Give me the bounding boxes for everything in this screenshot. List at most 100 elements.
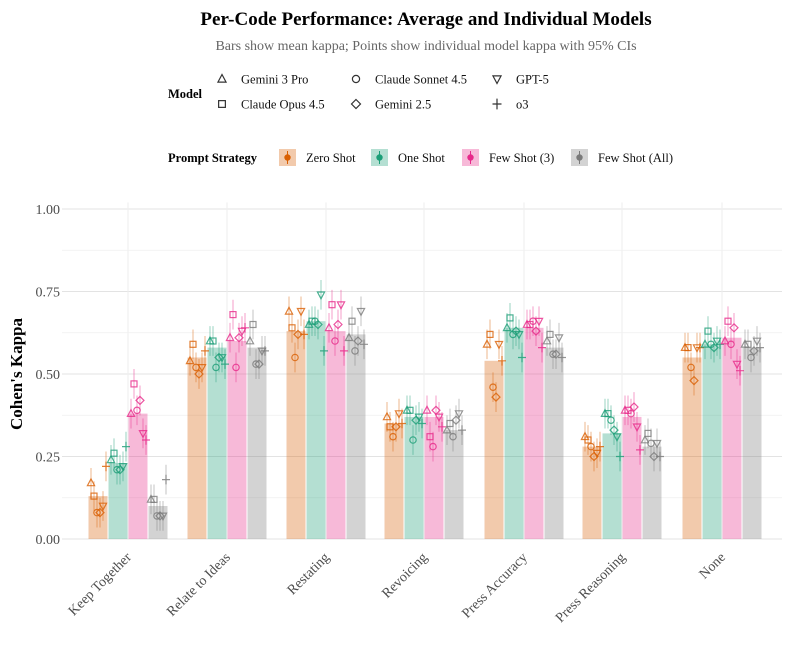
bar xyxy=(384,423,404,539)
model-point xyxy=(232,363,240,372)
model-point xyxy=(214,352,224,363)
x-axis-ticks: Keep Together Relate to Ideas Restating Rev… xyxy=(66,550,729,626)
model-legend-key xyxy=(491,75,503,85)
model-point xyxy=(316,291,326,301)
bar xyxy=(424,416,444,539)
bars xyxy=(88,321,762,539)
model-point xyxy=(449,432,457,441)
model-point xyxy=(360,339,368,350)
y-axis-label: Cohen's Kappa xyxy=(7,318,26,430)
model-point xyxy=(632,423,642,433)
model-point xyxy=(300,329,308,340)
model-point xyxy=(296,307,306,317)
bar xyxy=(524,327,544,539)
bar xyxy=(88,496,108,539)
x-tick-label: None xyxy=(697,550,729,582)
model-point xyxy=(486,330,494,338)
model-point xyxy=(249,320,257,329)
bar xyxy=(108,463,128,539)
model-legend-key xyxy=(492,98,502,110)
bar xyxy=(742,347,762,539)
model-point xyxy=(612,433,622,442)
model-point xyxy=(732,360,742,370)
model-legend-label: o3 xyxy=(516,98,529,112)
bar xyxy=(504,327,524,539)
model-point xyxy=(727,340,735,349)
model-point xyxy=(636,445,644,455)
model-point xyxy=(98,502,108,512)
model-point xyxy=(629,402,639,412)
model-point xyxy=(185,355,195,365)
model-point xyxy=(344,332,354,342)
model-point xyxy=(391,421,401,432)
model-point xyxy=(348,317,356,325)
model-legend-key xyxy=(216,73,228,83)
model-point xyxy=(538,342,546,353)
model-point xyxy=(454,410,464,419)
x-tick-label: Press Accuracy xyxy=(459,550,530,621)
model-point xyxy=(704,327,712,335)
bar xyxy=(444,430,464,539)
bar xyxy=(326,331,346,539)
model-point xyxy=(558,352,566,363)
model-point xyxy=(320,346,328,356)
model-point xyxy=(689,375,699,386)
model-point xyxy=(511,326,521,336)
model-point xyxy=(356,307,366,317)
bar xyxy=(642,446,662,539)
model-point xyxy=(736,365,744,376)
model-point xyxy=(649,451,659,462)
bar xyxy=(207,347,227,539)
model-point xyxy=(113,465,121,474)
model-point xyxy=(122,441,130,452)
bar xyxy=(187,357,207,539)
bar xyxy=(722,337,742,539)
model-point xyxy=(288,324,296,332)
model-point xyxy=(142,435,150,445)
bar xyxy=(346,334,366,539)
model-point xyxy=(491,392,501,402)
model-point xyxy=(724,317,732,325)
model-point xyxy=(382,411,392,421)
model-point xyxy=(351,347,359,355)
strategy-legend-label: One Shot xyxy=(398,151,445,165)
model-point xyxy=(596,441,604,452)
bar xyxy=(128,413,148,539)
model-point xyxy=(426,433,434,441)
model-point xyxy=(494,340,504,350)
model-point xyxy=(217,354,227,363)
y-tick-label: 0.50 xyxy=(36,368,61,383)
model-point xyxy=(489,383,497,392)
model-point xyxy=(607,416,615,425)
model-point xyxy=(135,395,145,406)
model-point xyxy=(130,380,138,388)
model-point xyxy=(752,337,762,347)
model-point xyxy=(291,353,299,362)
model-point xyxy=(225,332,235,342)
model-point xyxy=(709,342,719,353)
model-point xyxy=(324,322,334,332)
model-legend-title: Model xyxy=(168,87,203,101)
model-point xyxy=(729,322,739,333)
model-point xyxy=(209,337,217,345)
model-point xyxy=(549,350,557,359)
model-point xyxy=(418,418,426,429)
model-point xyxy=(189,340,197,348)
strategy-legend-label: Few Shot (3) xyxy=(489,151,554,165)
model-point xyxy=(720,335,730,345)
bar xyxy=(602,433,622,539)
model-point xyxy=(194,369,204,379)
model-point xyxy=(93,508,101,517)
model-point xyxy=(684,344,692,352)
model-point xyxy=(229,311,237,319)
strategy-legend: Prompt Strategy Zero Shot One Shot Few Sho… xyxy=(168,149,673,166)
model-point xyxy=(531,326,541,336)
strategy-legend-title: Prompt Strategy xyxy=(168,151,258,165)
model-point xyxy=(95,507,105,518)
model-point xyxy=(254,359,264,369)
strategy-legend-label: Zero Shot xyxy=(306,151,356,165)
model-point xyxy=(604,410,612,418)
model-point xyxy=(115,464,125,475)
model-point xyxy=(138,430,148,439)
model-point xyxy=(451,415,461,426)
